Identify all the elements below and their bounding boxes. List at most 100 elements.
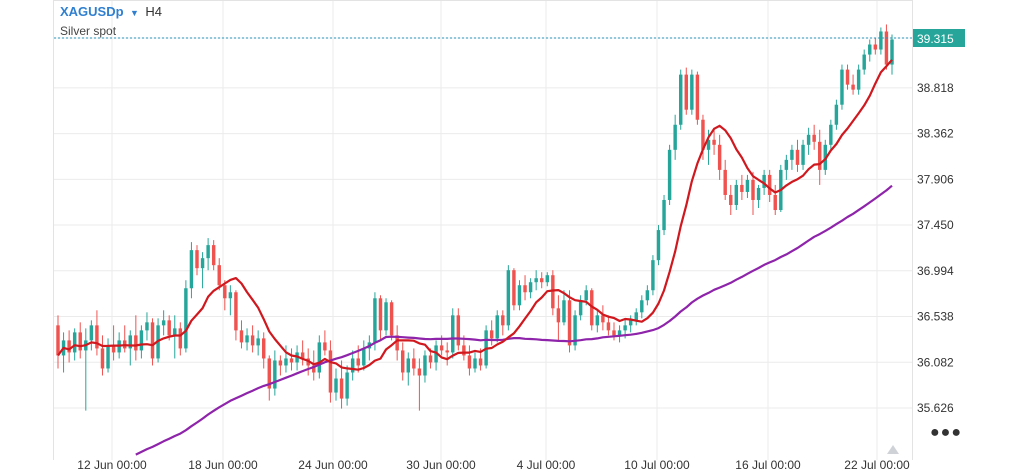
chart-frame xyxy=(53,0,913,460)
candle-body xyxy=(317,342,322,373)
candle-body xyxy=(617,330,622,336)
candle-body xyxy=(489,330,494,339)
candle-body xyxy=(412,358,416,369)
candle-body xyxy=(562,300,566,323)
y-tick-label: 37.450 xyxy=(917,218,954,232)
candle-body xyxy=(206,245,210,259)
candle-body xyxy=(161,320,166,326)
candle-body xyxy=(551,275,555,309)
candle-body xyxy=(339,378,344,399)
timeframe-label[interactable]: H4 xyxy=(145,4,163,19)
candle-body xyxy=(106,345,110,369)
candle-body xyxy=(501,315,505,326)
candle-body xyxy=(145,322,149,331)
candle-body xyxy=(423,355,427,376)
candle-body xyxy=(67,340,71,353)
candle-body xyxy=(334,378,338,393)
candle-body xyxy=(211,245,216,266)
candle-body xyxy=(111,345,116,353)
candle-body xyxy=(662,199,666,231)
candle-body xyxy=(606,322,611,331)
candle-body xyxy=(89,325,94,341)
candle-body xyxy=(128,335,133,349)
candle-body xyxy=(762,174,766,188)
candle-body xyxy=(378,298,383,331)
candle-body xyxy=(817,141,822,170)
x-tick-label: 24 Jun 00:00 xyxy=(298,458,368,472)
candle-body xyxy=(184,288,188,349)
candle-body xyxy=(456,315,461,346)
candle-body xyxy=(795,149,800,165)
candle-body xyxy=(656,230,661,261)
candle-body xyxy=(578,300,583,316)
candle-body xyxy=(584,290,588,301)
more-horizontal-icon[interactable]: ●●● xyxy=(930,424,962,441)
candle-body xyxy=(384,302,388,331)
y-tick-label: 35.626 xyxy=(917,401,954,415)
candle-body xyxy=(278,360,283,366)
candle-body xyxy=(801,144,805,165)
candle-body xyxy=(289,358,294,363)
x-tick-label: 30 Jun 00:00 xyxy=(406,458,476,472)
symbol-dropdown-icon[interactable]: ▼ xyxy=(130,8,139,18)
candle-body xyxy=(328,350,333,393)
y-tick-label: 36.994 xyxy=(917,264,954,278)
candle-body xyxy=(567,300,572,346)
candle-body xyxy=(495,315,499,339)
candle-body xyxy=(300,352,305,359)
candle-body xyxy=(273,360,277,389)
x-tick-label: 16 Jul 00:00 xyxy=(735,458,801,472)
candle-body xyxy=(612,330,616,336)
candle-body xyxy=(173,328,177,336)
candle-body xyxy=(601,315,605,323)
candle-body xyxy=(56,325,60,356)
candle-body xyxy=(250,335,255,346)
x-tick-label: 4 Jul 00:00 xyxy=(517,458,576,472)
candle-body xyxy=(417,368,422,376)
candle-body xyxy=(634,312,638,321)
candle-body xyxy=(228,292,233,299)
candle-body xyxy=(806,134,811,145)
candle-body xyxy=(623,325,627,331)
last-price-badge xyxy=(913,29,965,47)
candle-body xyxy=(539,278,544,283)
candle-body xyxy=(478,358,483,366)
candle-body xyxy=(545,275,550,283)
y-tick-label: 37.906 xyxy=(917,172,954,186)
candle-body xyxy=(362,348,366,366)
candle-body xyxy=(167,320,171,336)
y-tick-label: 38.362 xyxy=(917,127,954,141)
slow-moving-average-line xyxy=(135,184,893,456)
candle-body xyxy=(868,44,872,55)
scroll-latest-icon xyxy=(887,445,899,454)
candle-body xyxy=(150,322,155,359)
candle-body xyxy=(628,320,633,326)
candle-body xyxy=(706,139,711,150)
symbol-description: Silver spot xyxy=(60,24,117,38)
candle-body xyxy=(690,74,694,110)
candle-body xyxy=(195,250,199,269)
candle-body xyxy=(95,325,99,349)
candle-body xyxy=(100,348,105,369)
candle-body xyxy=(350,358,355,373)
candle-body xyxy=(223,285,227,299)
x-tick-label: 12 Jun 00:00 xyxy=(77,458,147,472)
candle-body xyxy=(200,258,205,269)
y-tick-label: 36.538 xyxy=(917,310,954,324)
candle-body xyxy=(678,74,683,125)
candle-body xyxy=(734,184,739,205)
x-tick-label: 22 Jul 00:00 xyxy=(844,458,910,472)
candle-body xyxy=(812,134,816,142)
symbol-name[interactable]: XAGUSDp xyxy=(60,4,124,19)
candle-body xyxy=(256,338,260,346)
candle-body xyxy=(261,338,266,359)
candle-body xyxy=(267,358,272,389)
candle-body xyxy=(373,298,377,343)
candle-body xyxy=(751,179,755,200)
y-tick-label: 36.082 xyxy=(917,355,954,369)
candle-body xyxy=(534,278,538,283)
candle-body xyxy=(451,315,455,353)
candle-body xyxy=(756,187,761,200)
candle-body xyxy=(890,39,894,65)
